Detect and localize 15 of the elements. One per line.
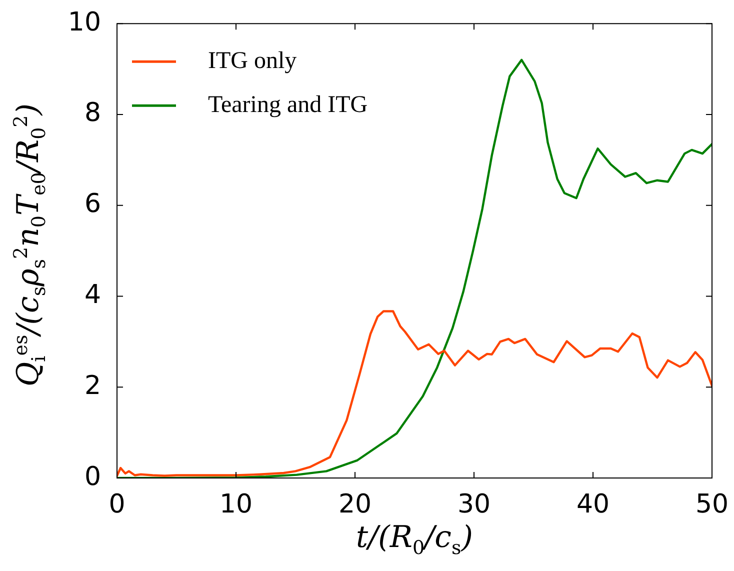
legend-label: Tearing and ITG (208, 92, 368, 118)
y-tick-label: 0 (84, 462, 101, 492)
x-tick-label: 40 (576, 489, 610, 520)
y-tick-label: 8 (84, 98, 101, 128)
x-tick-label: 30 (457, 489, 491, 520)
x-tick-label: 50 (695, 489, 729, 520)
x-tick-label: 10 (219, 489, 253, 520)
x-axis-title: t/(R$_{0}$/c$_{s}$) (355, 520, 474, 559)
y-tick-label: 10 (68, 7, 101, 38)
y-tick-label: 6 (84, 189, 101, 220)
y-tick-label: 4 (84, 280, 101, 310)
legend-label: ITG only (208, 48, 297, 74)
x-tick-label: 0 (108, 489, 126, 520)
y-tick-label: 2 (84, 370, 101, 401)
x-tick-label: 20 (338, 489, 372, 520)
